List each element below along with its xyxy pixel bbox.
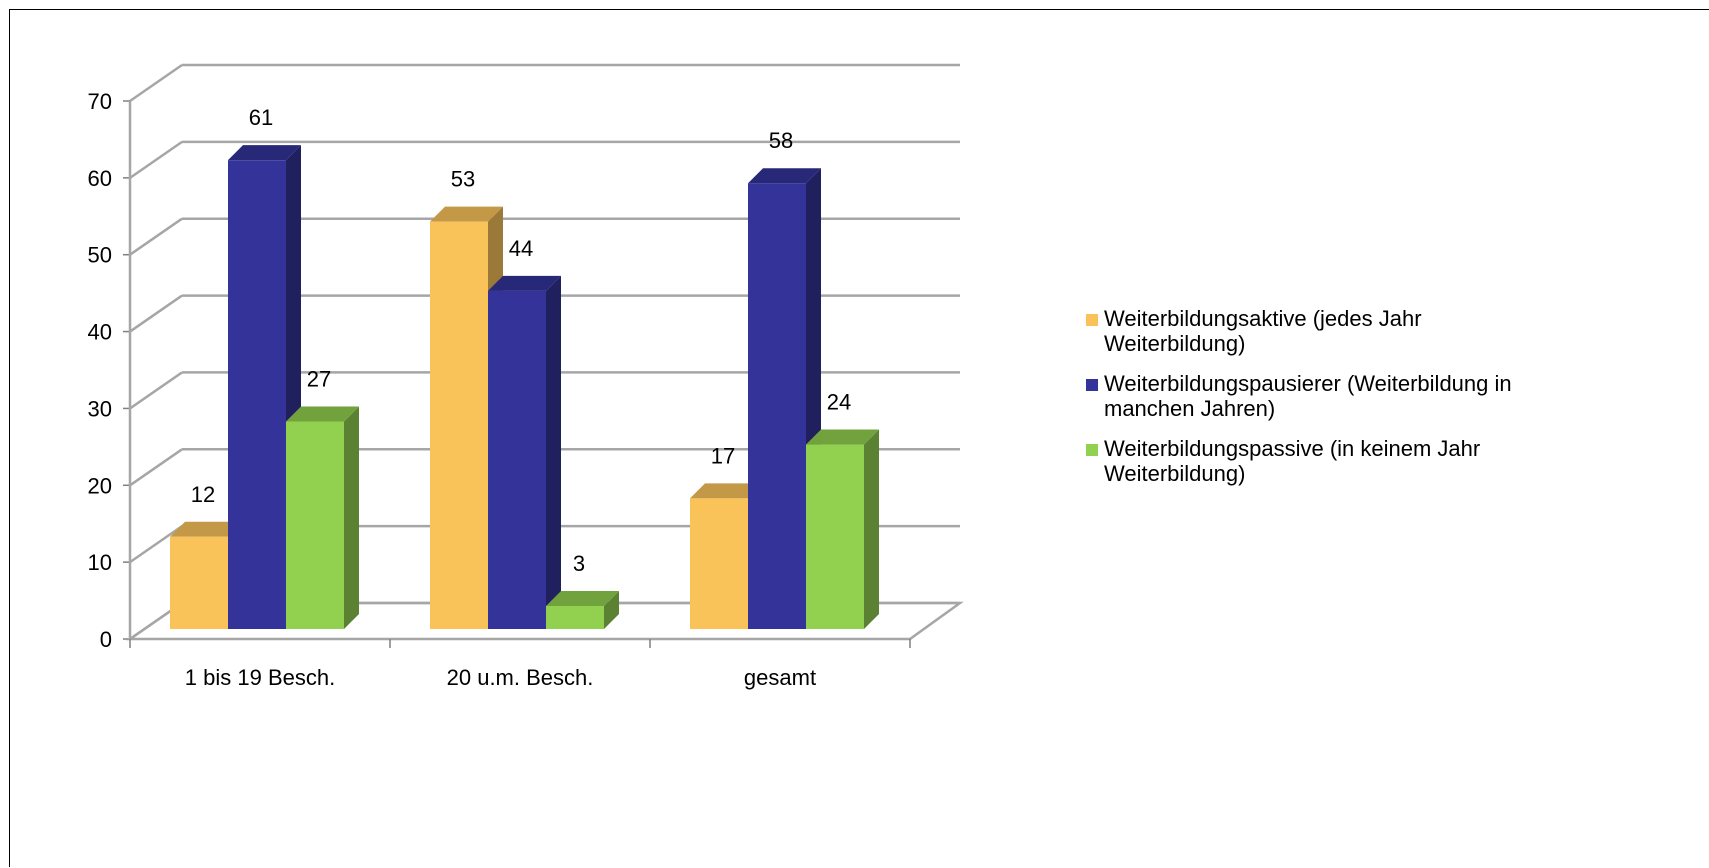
data-label: 3	[573, 551, 585, 576]
legend-swatch	[1086, 444, 1098, 456]
data-label: 53	[451, 167, 475, 192]
bar-top	[228, 145, 301, 161]
category-label: 20 u.m. Besch.	[447, 665, 594, 690]
data-label: 27	[307, 366, 331, 391]
y-tick-label: 50	[88, 243, 112, 268]
data-label: 24	[827, 390, 851, 415]
bar-front	[488, 290, 546, 629]
bar-front	[806, 444, 864, 629]
bar	[228, 145, 301, 629]
legend-entry: Weiterbildung)	[1104, 331, 1245, 356]
bar-top	[286, 406, 359, 422]
y-tick-label: 0	[100, 627, 112, 652]
bar-front	[286, 421, 344, 629]
y-tick-label: 10	[88, 550, 112, 575]
chart-frame: 0 10 20 30 40 50 60 70 1 bis 19 Besch. 20 u.m. Be…	[9, 9, 1709, 867]
legend-entry: manchen Jahren)	[1104, 396, 1275, 421]
bar-side	[344, 406, 359, 629]
category-label: 1 bis 19 Besch.	[185, 665, 335, 690]
bar-top	[546, 590, 619, 606]
legend-swatch	[1086, 379, 1098, 391]
bar	[806, 429, 879, 629]
bar-front	[228, 160, 286, 629]
y-tick-label: 60	[88, 166, 112, 191]
bar	[748, 168, 821, 629]
gridline-side	[129, 63, 183, 103]
bar	[286, 406, 359, 629]
bar-top	[430, 206, 503, 222]
bar-side	[864, 429, 879, 629]
y-tick-label: 30	[88, 396, 112, 421]
bar-front	[748, 183, 806, 629]
y-tick-label: 40	[88, 320, 112, 345]
data-label: 58	[769, 128, 793, 153]
legend-layer: Weiterbildungsaktive (jedes JahrWeiterbi…	[1086, 306, 1512, 486]
y-tick-label: 20	[88, 473, 112, 498]
bar-front	[690, 498, 748, 629]
gridline-side	[129, 448, 183, 487]
gridline-side	[129, 294, 183, 333]
data-label: 44	[509, 236, 533, 261]
gridline-side	[129, 371, 183, 410]
bars-layer	[170, 145, 879, 629]
legend-entry: Weiterbildungspausierer (Weiterbildung i…	[1104, 371, 1512, 396]
bar	[488, 275, 561, 629]
axis-layer: 0 10 20 30 40 50 60 70 1 bis 19 Besch. 20 u.m. Be…	[88, 89, 964, 690]
bar-top	[748, 168, 821, 184]
gridline-side	[129, 217, 183, 256]
data-label: 12	[191, 482, 215, 507]
bar-top	[170, 521, 243, 537]
category-label: gesamt	[744, 665, 816, 690]
legend-entry: Weiterbildung)	[1104, 461, 1245, 486]
bar-front	[430, 221, 488, 629]
legend-swatch	[1086, 314, 1098, 326]
bar-top	[690, 483, 763, 499]
bar-side	[604, 590, 619, 629]
bar-top	[806, 429, 879, 445]
bar-front	[546, 605, 604, 629]
bar-side	[546, 275, 561, 629]
bar-front	[170, 536, 228, 629]
y-tick-label: 70	[88, 89, 112, 114]
data-label: 17	[711, 443, 735, 468]
gridline-side	[129, 140, 183, 179]
labels-layer: 12 61 27 53 44 3 17 58 24	[191, 105, 851, 576]
data-label: 61	[249, 105, 273, 130]
legend-entry: Weiterbildungspassive (in keinem Jahr	[1104, 436, 1480, 461]
chart-svg: 0 10 20 30 40 50 60 70 1 bis 19 Besch. 20 u.m. Be…	[88, 63, 1512, 690]
bar-top	[488, 275, 561, 291]
bar	[546, 590, 619, 629]
gridline-side	[129, 525, 183, 564]
legend-entry: Weiterbildungsaktive (jedes Jahr	[1104, 306, 1422, 331]
